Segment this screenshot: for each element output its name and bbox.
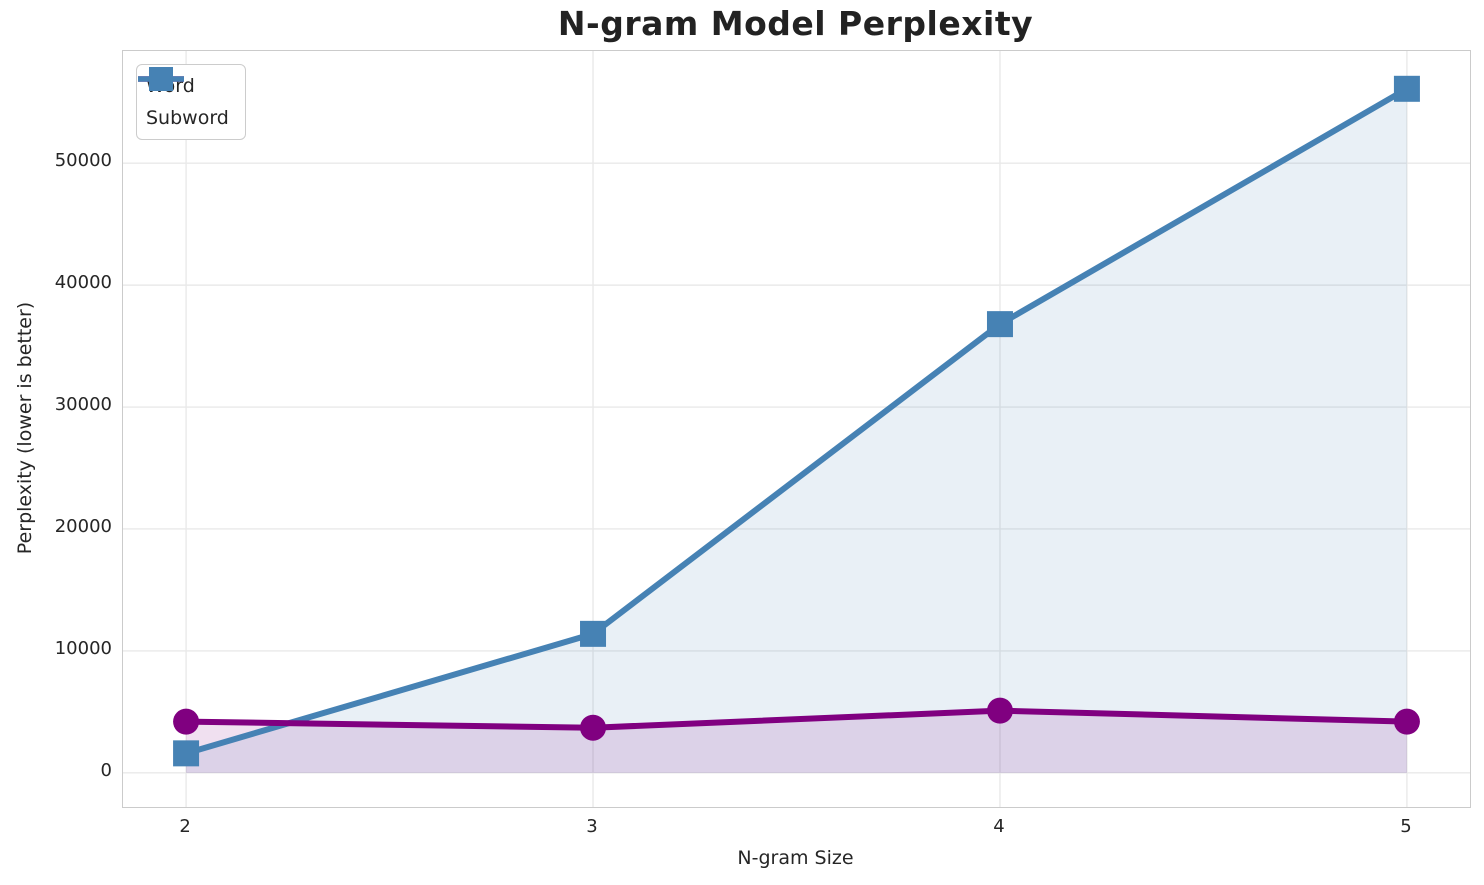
line-word <box>186 707 1408 731</box>
y-tick-label: 50000 <box>54 150 112 172</box>
y-tick-label: 10000 <box>54 637 112 659</box>
chart-canvas <box>123 51 1470 807</box>
y-tick-label: 0 <box>100 759 112 781</box>
y-tick-label: 40000 <box>54 272 112 294</box>
y-tick-label: 30000 <box>54 394 112 416</box>
marker-word-circle <box>1393 708 1420 735</box>
x-tick-label: 3 <box>586 816 598 837</box>
marker-subword-square <box>1393 75 1420 102</box>
marker-word-circle <box>986 697 1013 724</box>
marker-subword-square <box>580 620 607 647</box>
marker-subword-square <box>173 740 200 767</box>
area-subword <box>186 88 1407 773</box>
marker-word-circle <box>173 708 200 735</box>
legend: WordSubword <box>136 64 246 140</box>
x-tick-label: 2 <box>179 816 191 837</box>
y-tick-label: 20000 <box>54 515 112 537</box>
legend-item-subword: Subword <box>138 67 229 133</box>
x-tick-label: 4 <box>993 816 1005 837</box>
marker-subword-square <box>986 311 1013 338</box>
line-subword <box>185 86 1409 757</box>
legend-label: Subword <box>146 106 229 129</box>
legend-square-marker-icon <box>138 67 184 91</box>
plot-area: WordSubword <box>122 50 1471 808</box>
chart-title: N-gram Model Perplexity <box>557 4 1034 43</box>
x-tick-label: 5 <box>1400 816 1412 837</box>
x-axis-label: N-gram Size <box>737 847 854 869</box>
marker-word-circle <box>580 714 607 741</box>
